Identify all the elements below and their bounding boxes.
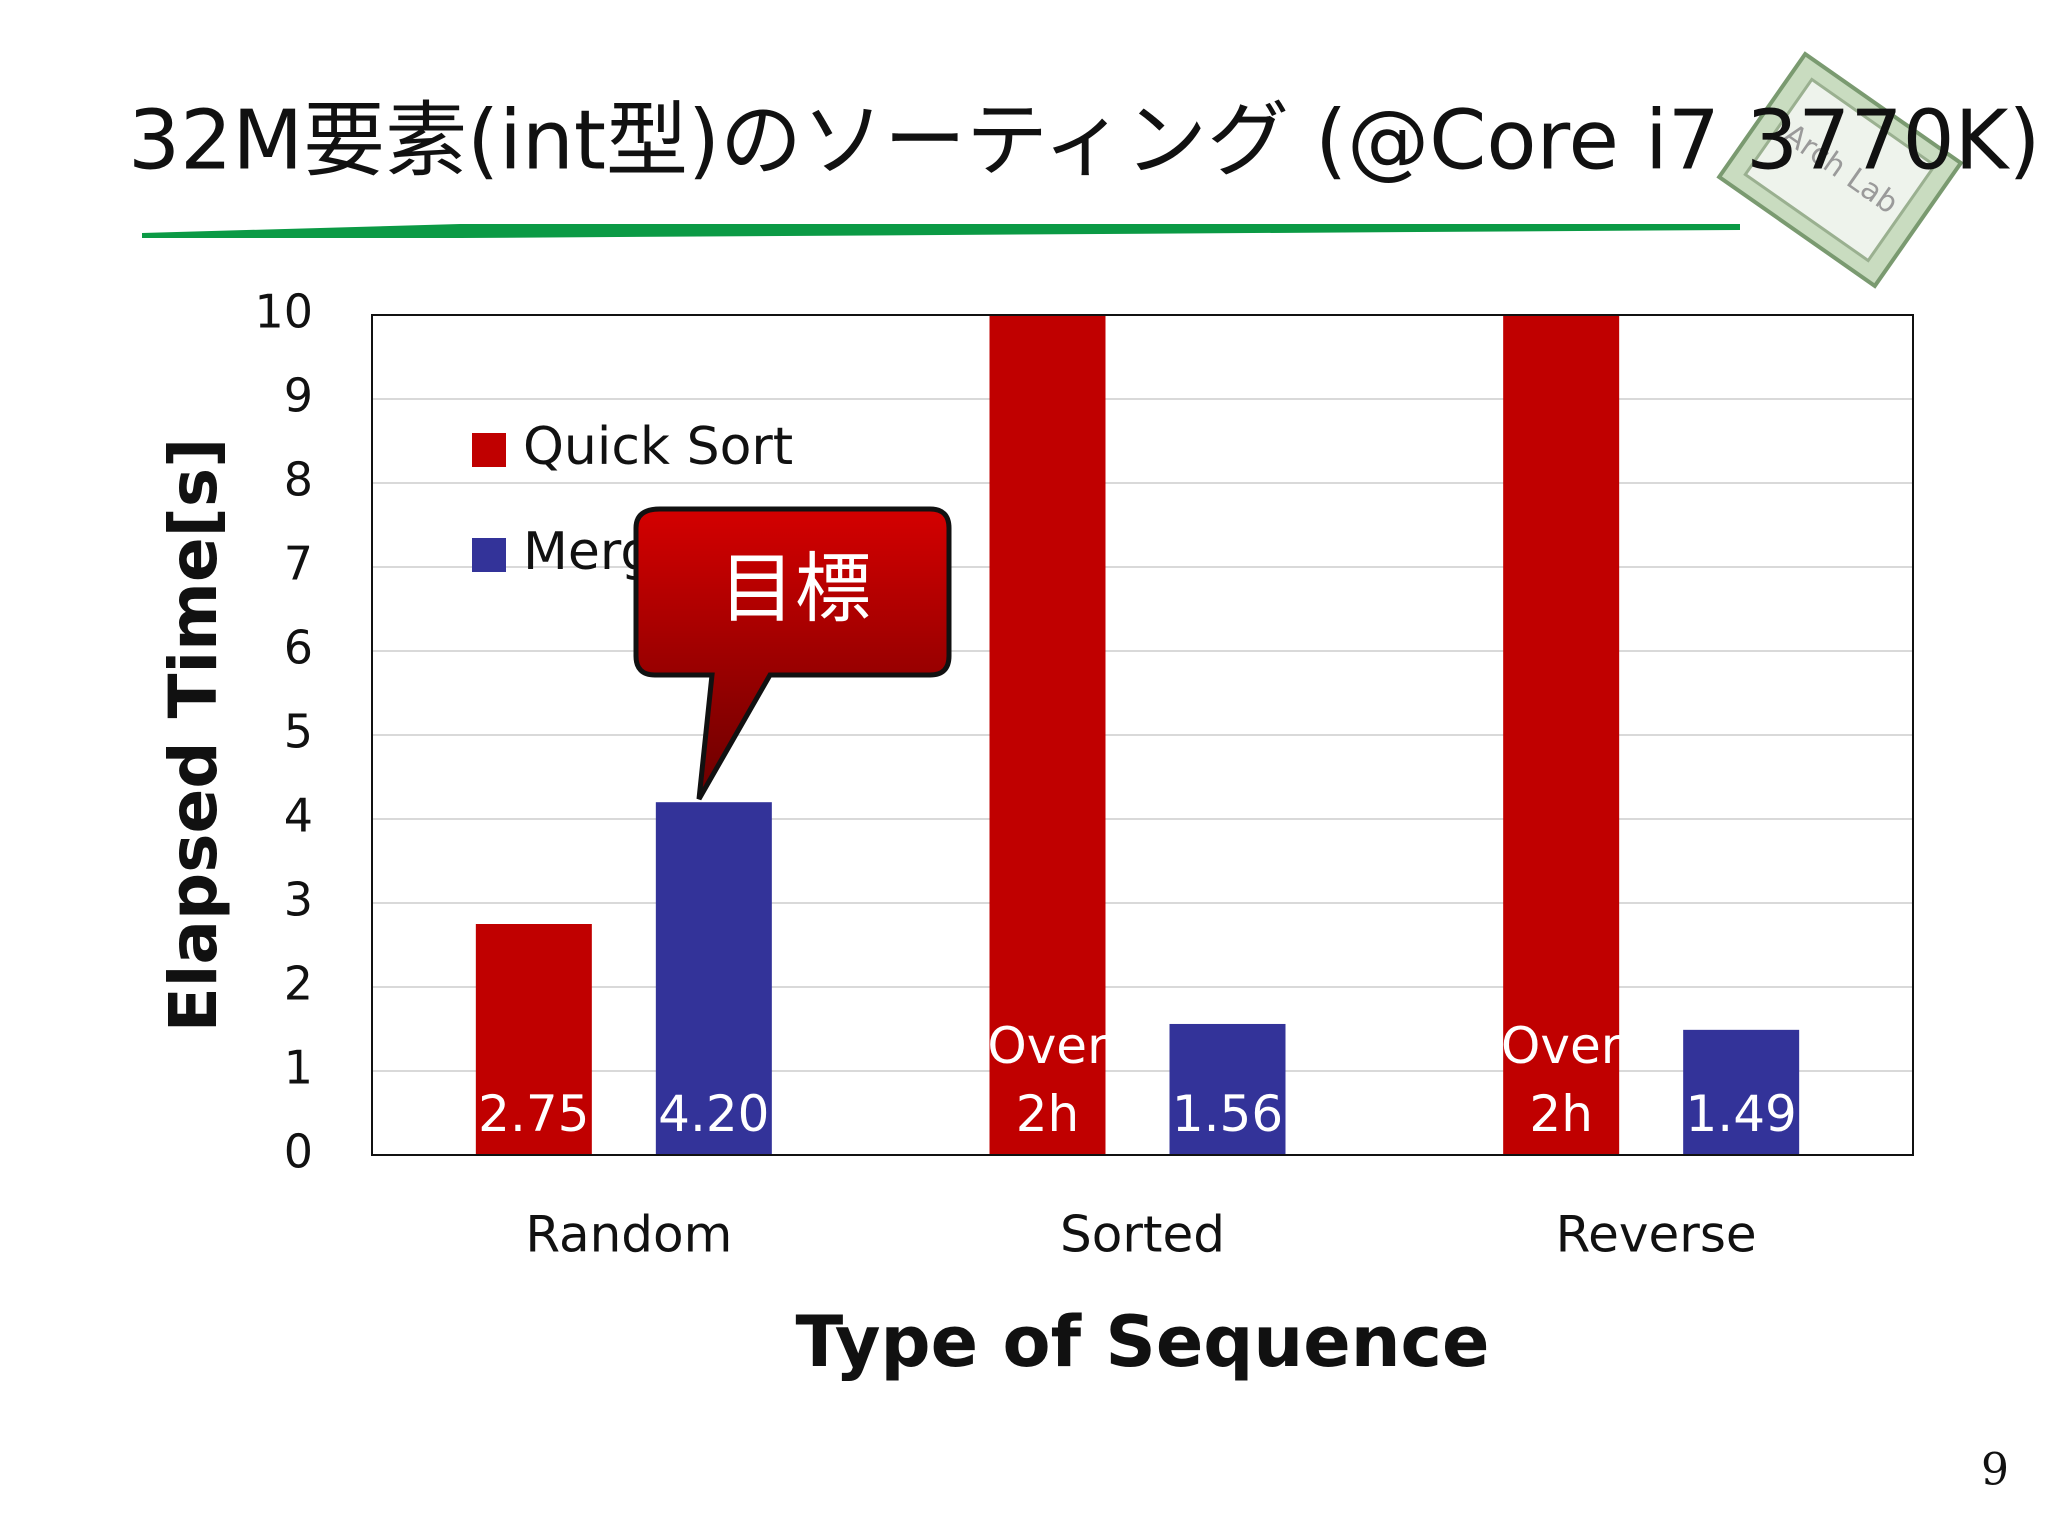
plot-frame xyxy=(371,314,1914,1156)
y-axis-title: Elapsed Time[s] xyxy=(155,438,232,1033)
y-tick-label: 5 xyxy=(284,705,313,759)
value-label: 1.49 xyxy=(1686,1085,1797,1143)
value-label: 4.20 xyxy=(658,1085,769,1143)
chart: 0 1 2 3 4 5 6 7 8 9 10 Random Sorted Reverse 2.75 Over 2… xyxy=(155,285,1914,1383)
x-axis-title: Type of Sequence xyxy=(795,1301,1489,1383)
y-tick-label: 9 xyxy=(284,369,313,423)
value-label: 1.56 xyxy=(1172,1085,1283,1143)
legend-label: Quick Sort xyxy=(523,417,793,477)
bar xyxy=(655,802,772,1155)
bars xyxy=(475,315,1800,1155)
bar xyxy=(1503,315,1620,1155)
chip-logo: Arch Lab xyxy=(1716,51,1964,289)
value-label: Over 2h xyxy=(1501,1017,1622,1143)
x-tick-label: Sorted xyxy=(1060,1206,1225,1264)
bar xyxy=(1169,1023,1286,1155)
y-tick-label: 4 xyxy=(284,789,313,843)
y-tick-label: 2 xyxy=(284,957,313,1011)
y-tick-label: 7 xyxy=(284,537,313,591)
bar xyxy=(475,924,592,1155)
y-tick-label: 3 xyxy=(284,873,313,927)
legend-swatch xyxy=(472,538,506,572)
slide-title: 32M要素(int型)のソーティング (@Core i7 3770K) xyxy=(128,93,2040,188)
y-tick-label: 10 xyxy=(254,285,313,339)
page-number: 9 xyxy=(1981,1445,2009,1496)
title-underline xyxy=(142,224,1740,238)
bar xyxy=(989,315,1106,1155)
legend-swatch xyxy=(472,433,506,467)
callout-text: 目標 xyxy=(719,544,871,633)
x-tick-label: Reverse xyxy=(1556,1206,1757,1264)
y-tick-label: 6 xyxy=(284,621,313,675)
callout: 目標 xyxy=(633,506,952,801)
x-tick-label: Random xyxy=(525,1206,732,1264)
value-label: Over 2h xyxy=(987,1017,1108,1143)
y-tick-label: 8 xyxy=(284,453,313,507)
y-tick-label: 0 xyxy=(284,1125,313,1179)
y-tick-label: 1 xyxy=(284,1041,313,1095)
bar xyxy=(1683,1029,1800,1155)
value-label: 2.75 xyxy=(478,1085,589,1143)
